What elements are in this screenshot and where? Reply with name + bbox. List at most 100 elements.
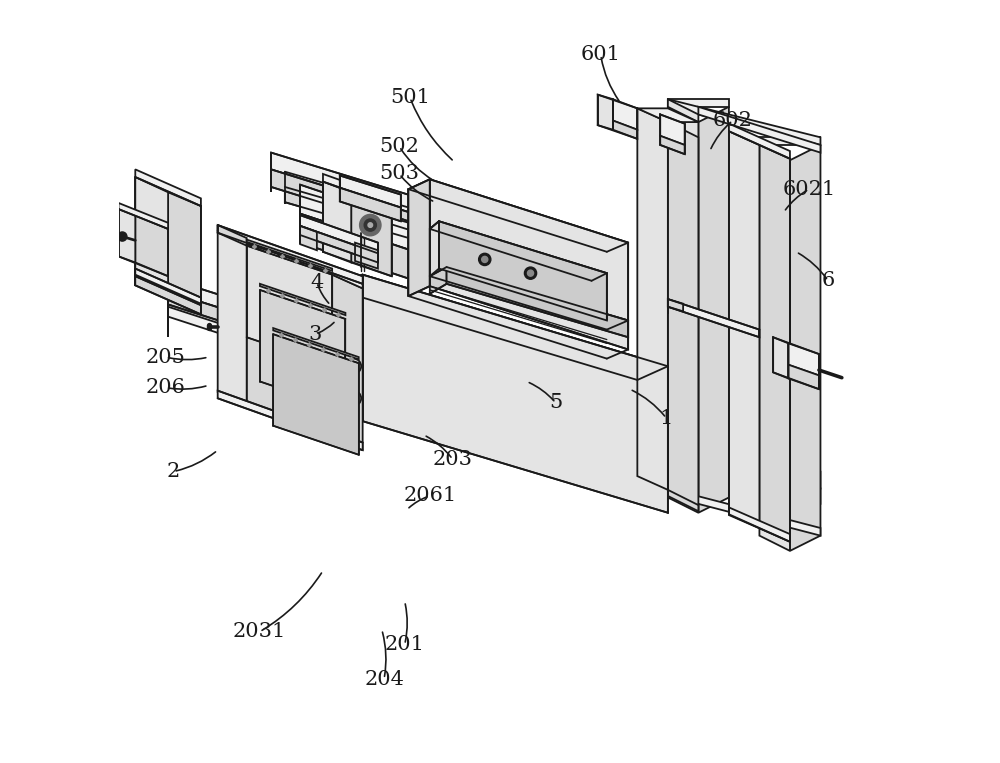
Polygon shape: [168, 299, 332, 366]
Polygon shape: [668, 488, 698, 511]
Polygon shape: [729, 507, 790, 542]
Polygon shape: [637, 108, 698, 122]
Polygon shape: [285, 172, 435, 230]
Polygon shape: [332, 275, 363, 450]
Polygon shape: [332, 275, 363, 435]
Polygon shape: [302, 256, 363, 288]
Polygon shape: [759, 145, 790, 542]
Polygon shape: [135, 177, 168, 290]
Polygon shape: [729, 131, 759, 528]
Polygon shape: [271, 169, 450, 243]
Polygon shape: [788, 365, 819, 389]
Polygon shape: [340, 175, 401, 208]
Text: 2061: 2061: [403, 487, 456, 505]
Polygon shape: [668, 299, 683, 311]
Polygon shape: [233, 307, 247, 336]
Text: 601: 601: [581, 46, 621, 64]
Polygon shape: [430, 179, 628, 349]
Polygon shape: [285, 187, 435, 246]
Polygon shape: [351, 192, 392, 276]
Polygon shape: [119, 203, 168, 229]
Text: 203: 203: [433, 450, 473, 468]
Polygon shape: [300, 214, 420, 282]
Polygon shape: [668, 488, 820, 536]
Polygon shape: [135, 276, 201, 314]
Text: 206: 206: [146, 378, 186, 397]
Polygon shape: [168, 307, 332, 370]
Polygon shape: [430, 267, 447, 294]
Circle shape: [527, 270, 534, 276]
Polygon shape: [637, 108, 668, 490]
Text: 6: 6: [821, 272, 835, 290]
Text: 5: 5: [549, 394, 562, 412]
Text: 502: 502: [379, 137, 419, 156]
Polygon shape: [119, 209, 135, 262]
Text: 2: 2: [167, 462, 180, 481]
Polygon shape: [668, 107, 698, 513]
Text: 602: 602: [713, 111, 753, 130]
Polygon shape: [168, 290, 332, 351]
Polygon shape: [598, 95, 613, 130]
Polygon shape: [300, 185, 420, 253]
Polygon shape: [273, 334, 359, 455]
Polygon shape: [430, 221, 607, 281]
Polygon shape: [247, 244, 279, 420]
Circle shape: [364, 219, 376, 231]
Polygon shape: [790, 145, 820, 551]
Text: 4: 4: [310, 273, 324, 291]
Polygon shape: [613, 99, 637, 130]
Polygon shape: [668, 299, 759, 337]
Polygon shape: [788, 343, 819, 375]
Circle shape: [368, 223, 373, 227]
Polygon shape: [698, 107, 820, 153]
Polygon shape: [660, 136, 685, 154]
Polygon shape: [408, 179, 430, 296]
Polygon shape: [218, 225, 363, 284]
Polygon shape: [323, 174, 392, 206]
Polygon shape: [323, 182, 351, 262]
Polygon shape: [233, 307, 820, 488]
Polygon shape: [773, 337, 788, 378]
Polygon shape: [247, 246, 332, 366]
Polygon shape: [135, 169, 201, 206]
Polygon shape: [300, 215, 378, 253]
Polygon shape: [660, 114, 685, 145]
Circle shape: [479, 253, 491, 266]
Polygon shape: [430, 221, 439, 276]
Polygon shape: [273, 328, 359, 359]
Polygon shape: [302, 261, 332, 436]
Polygon shape: [698, 107, 729, 513]
Text: 204: 204: [364, 670, 404, 688]
Polygon shape: [247, 240, 332, 271]
Text: 2031: 2031: [233, 623, 286, 641]
Text: 501: 501: [390, 89, 430, 107]
Text: 201: 201: [385, 636, 425, 654]
Polygon shape: [729, 124, 790, 159]
Polygon shape: [668, 122, 698, 505]
Polygon shape: [218, 225, 247, 246]
Text: 503: 503: [379, 165, 419, 183]
Polygon shape: [168, 284, 332, 353]
Polygon shape: [168, 291, 344, 360]
Polygon shape: [218, 230, 247, 406]
Polygon shape: [430, 267, 628, 330]
Polygon shape: [168, 192, 201, 304]
Polygon shape: [135, 215, 168, 276]
Polygon shape: [340, 188, 401, 221]
Polygon shape: [300, 226, 378, 262]
Text: 3: 3: [309, 325, 322, 343]
Polygon shape: [218, 391, 363, 450]
Polygon shape: [668, 99, 820, 145]
Polygon shape: [439, 221, 607, 320]
Polygon shape: [271, 153, 450, 225]
Polygon shape: [300, 226, 317, 250]
Polygon shape: [332, 275, 668, 380]
Text: 6021: 6021: [782, 180, 836, 198]
Circle shape: [482, 256, 488, 262]
Polygon shape: [447, 267, 628, 337]
Polygon shape: [135, 269, 201, 305]
Polygon shape: [668, 99, 729, 107]
Polygon shape: [759, 145, 790, 551]
Polygon shape: [233, 324, 820, 504]
Polygon shape: [168, 282, 347, 347]
